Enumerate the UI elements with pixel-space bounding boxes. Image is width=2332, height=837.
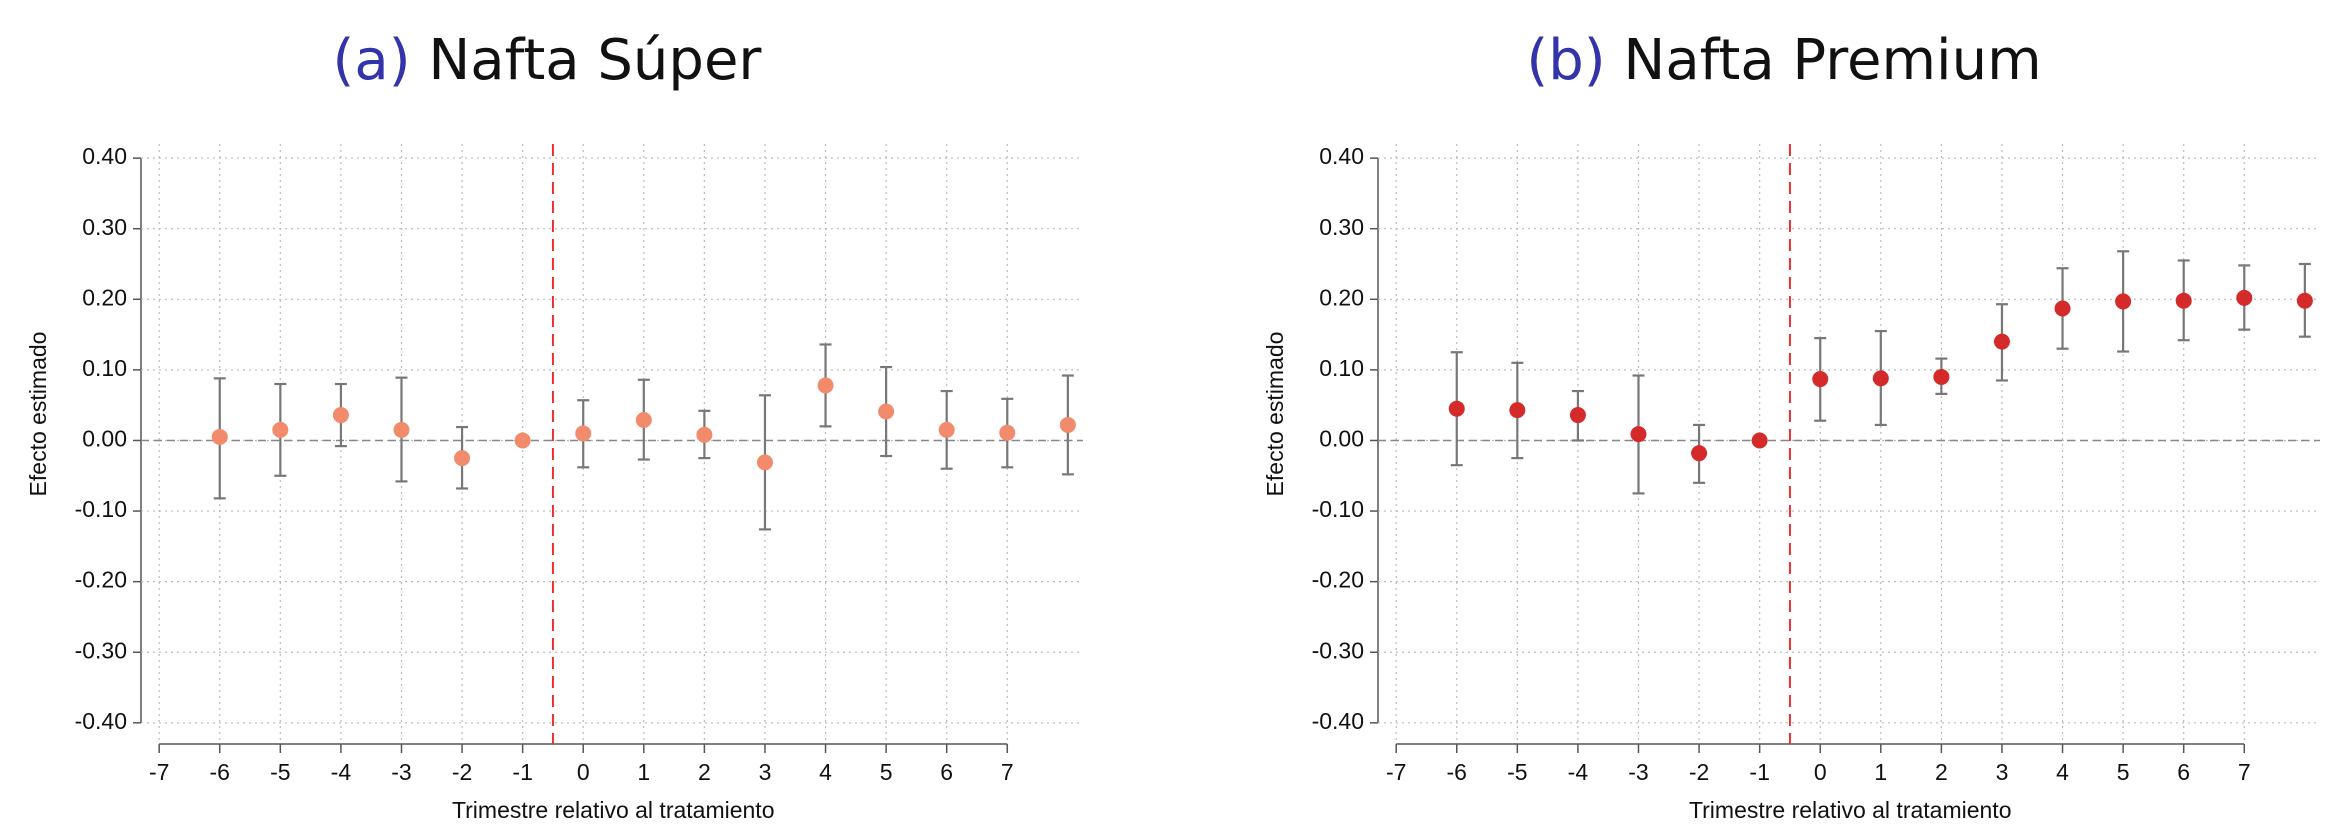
point xyxy=(878,403,895,420)
point xyxy=(1059,416,1076,433)
y-tick-label: 0.20 xyxy=(82,284,127,310)
point xyxy=(575,425,592,442)
panel-title: Nafta Súper xyxy=(428,28,762,93)
x-tick-label: -7 xyxy=(1386,759,1406,785)
x-axis-title: Trimestre relativo al tratamiento xyxy=(452,797,775,823)
chart-title: (b) Nafta Premium xyxy=(1526,28,2041,93)
point xyxy=(393,421,410,438)
point xyxy=(999,424,1016,441)
point xyxy=(1630,426,1647,443)
x-tick-label: 6 xyxy=(2177,759,2190,785)
y-tick-label: -0.40 xyxy=(1312,708,1364,734)
x-tick-label: -1 xyxy=(512,759,532,785)
x-axis-title: Trimestre relativo al tratamiento xyxy=(1689,797,2012,823)
point xyxy=(1933,368,1950,385)
panel: (b) Nafta Premium -0.40 -0.30 -0.20 -0.10 0.0… xyxy=(1262,28,2320,823)
x-tick-label: -4 xyxy=(1568,759,1589,785)
x-tick-label: 5 xyxy=(880,759,893,785)
point xyxy=(1751,432,1768,449)
panel-label: (b) xyxy=(1526,28,1605,93)
point xyxy=(1509,402,1526,419)
x-tick-label: 0 xyxy=(577,759,590,785)
x-tick-label: 3 xyxy=(1996,759,2009,785)
x-tick-label: -4 xyxy=(331,759,352,785)
y-tick-label: -0.10 xyxy=(1312,496,1364,522)
point xyxy=(938,421,955,438)
x-tick-label: -2 xyxy=(1689,759,1709,785)
x-tick-label: 7 xyxy=(2238,759,2251,785)
x-tick-label: -7 xyxy=(149,759,169,785)
point xyxy=(756,454,773,471)
x-tick-label: 1 xyxy=(637,759,650,785)
x-tick-label: -6 xyxy=(1447,759,1467,785)
point xyxy=(1448,400,1465,417)
point xyxy=(272,421,289,438)
x-tick-label: 2 xyxy=(1935,759,1948,785)
y-tick-label: -0.40 xyxy=(75,708,127,734)
y-tick-label: 0.10 xyxy=(82,355,127,381)
y-tick-label: 0.00 xyxy=(1319,426,1364,452)
x-tick-label: -6 xyxy=(210,759,230,785)
point xyxy=(2175,292,2192,309)
x-tick-label: 4 xyxy=(819,759,832,785)
point xyxy=(817,377,834,394)
chart-title: (a) Nafta Súper xyxy=(333,28,763,93)
y-tick-label: -0.20 xyxy=(75,567,127,593)
point xyxy=(514,432,531,449)
panel-title: Nafta Premium xyxy=(1623,28,2041,93)
y-axis-title: Efecto estimado xyxy=(25,332,51,497)
point xyxy=(2296,292,2313,309)
point xyxy=(1993,333,2010,350)
x-tick-label: 5 xyxy=(2117,759,2130,785)
point xyxy=(1691,445,1708,462)
y-tick-label: 0.10 xyxy=(1319,355,1364,381)
x-tick-label: 0 xyxy=(1814,759,1827,785)
point xyxy=(332,407,349,424)
x-tick-label: 4 xyxy=(2056,759,2069,785)
y-tick-label: 0.20 xyxy=(1319,284,1364,310)
point xyxy=(2236,289,2253,306)
point xyxy=(454,450,471,467)
x-tick-label: 6 xyxy=(940,759,953,785)
y-tick-label: -0.20 xyxy=(1312,567,1364,593)
y-tick-label: 0.40 xyxy=(82,143,127,169)
y-tick-label: 0.00 xyxy=(82,426,127,452)
y-tick-label: 0.40 xyxy=(1319,143,1364,169)
point xyxy=(211,428,228,445)
x-tick-label: -1 xyxy=(1749,759,1769,785)
y-axis-title: Efecto estimado xyxy=(1262,332,1288,497)
point xyxy=(1569,407,1586,424)
panel: (a) Nafta Súper -0.40 -0.30 -0.20 -0.10 0.00 0… xyxy=(25,28,1083,823)
x-tick-label: -5 xyxy=(270,759,290,785)
x-tick-label: 1 xyxy=(1874,759,1887,785)
y-tick-label: -0.30 xyxy=(1312,637,1364,663)
point xyxy=(1812,371,1829,388)
y-tick-label: -0.10 xyxy=(75,496,127,522)
point xyxy=(635,412,652,428)
x-tick-label: -3 xyxy=(1628,759,1648,785)
y-tick-label: 0.30 xyxy=(82,214,127,240)
point xyxy=(1872,370,1889,387)
point xyxy=(696,426,713,443)
x-tick-label: -5 xyxy=(1507,759,1527,785)
y-tick-label: -0.30 xyxy=(75,637,127,663)
y-tick-label: 0.30 xyxy=(1319,214,1364,240)
x-tick-label: 2 xyxy=(698,759,711,785)
x-tick-label: 7 xyxy=(1001,759,1014,785)
x-tick-label: -2 xyxy=(452,759,472,785)
x-tick-label: 3 xyxy=(759,759,772,785)
panel-label: (a) xyxy=(333,28,411,93)
point xyxy=(2115,293,2132,310)
x-tick-label: -3 xyxy=(391,759,411,785)
point xyxy=(2054,300,2071,317)
